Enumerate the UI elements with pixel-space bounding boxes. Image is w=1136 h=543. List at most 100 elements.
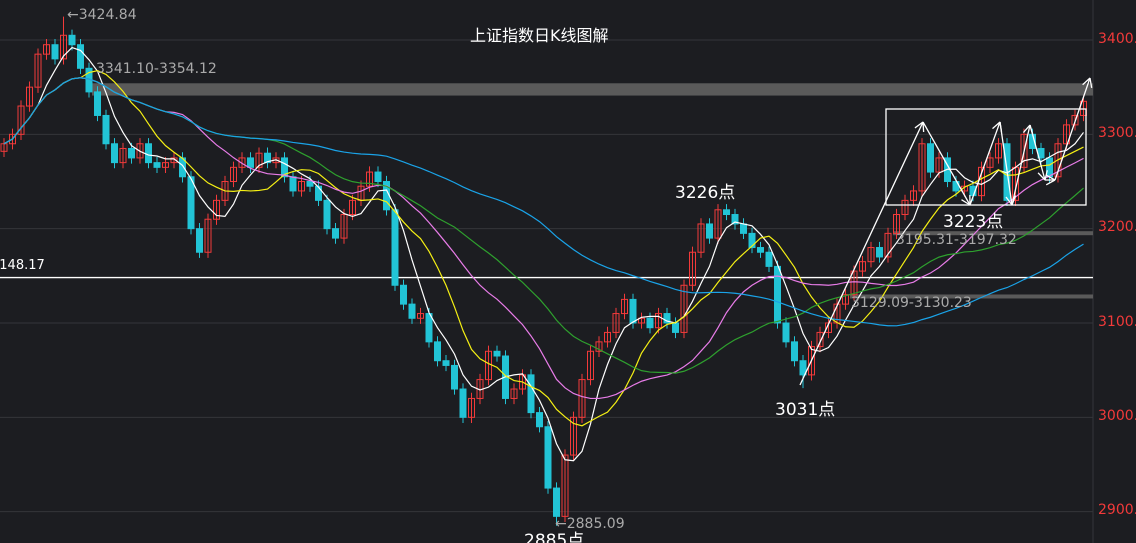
- y-tick: 3300.00: [1098, 125, 1136, 141]
- candle-down: [77, 44, 84, 69]
- arrowhead-icon: [1022, 124, 1031, 133]
- arrowhead-icon: [1045, 174, 1056, 181]
- candle-down: [408, 303, 416, 319]
- candle-up: [9, 133, 16, 145]
- candle-up: [935, 157, 943, 173]
- candle-down: [527, 374, 535, 414]
- candle-up: [561, 454, 569, 517]
- low-label: ←2885.09: [555, 516, 625, 532]
- candle-up: [587, 350, 594, 381]
- candle-up: [570, 416, 577, 456]
- candle-up: [655, 313, 662, 329]
- candle-down: [459, 388, 467, 418]
- candle-down: [102, 114, 110, 145]
- candle-down: [289, 176, 297, 192]
- band-label: 3341.10-3354.12: [96, 61, 217, 77]
- candle-up: [697, 223, 705, 253]
- candle-up: [918, 143, 926, 192]
- candle-down: [111, 143, 118, 164]
- candle-down: [434, 341, 441, 362]
- consolidation-box: [885, 108, 1087, 206]
- candle-up: [26, 86, 33, 107]
- candle-down: [663, 313, 671, 324]
- ma5-line: [3, 46, 1084, 462]
- candle-down: [799, 360, 807, 376]
- candle-up: [119, 147, 127, 164]
- candle-up: [366, 171, 373, 187]
- candle-down: [629, 298, 637, 324]
- candle-down: [400, 284, 407, 305]
- trend-arrow-line: [922, 121, 971, 206]
- y-tick: 3100.00: [1098, 314, 1136, 330]
- band-label: 3195.31-3197.32: [896, 232, 1017, 248]
- candle-up: [612, 313, 620, 333]
- chart-title: 上证指数日K线图解: [470, 26, 609, 45]
- candle-up: [859, 261, 866, 272]
- candle-down: [646, 317, 654, 329]
- point-label: 3031点: [775, 400, 836, 420]
- candle-up: [842, 294, 849, 305]
- candle-up: [60, 34, 67, 60]
- arrowhead-icon: [1044, 170, 1048, 181]
- candle-down: [1046, 157, 1053, 178]
- candle-up: [1054, 143, 1062, 178]
- candle-up: [255, 152, 263, 168]
- price-band: [893, 231, 1093, 236]
- candle-down: [425, 313, 433, 343]
- trend-arrow-line: [1029, 124, 1046, 181]
- candle-up: [714, 209, 722, 239]
- candle-down: [791, 341, 798, 362]
- point-label: 3226点: [675, 183, 736, 203]
- arrowhead-icon: [1082, 77, 1091, 86]
- candle-down: [723, 209, 730, 216]
- candle-down: [374, 171, 382, 182]
- candle-up: [578, 379, 586, 418]
- candle-up: [468, 397, 475, 418]
- candle-up: [43, 44, 50, 55]
- arrowhead-icon: [922, 121, 925, 133]
- candle-down: [672, 322, 679, 333]
- candle-down: [323, 199, 331, 230]
- arrowhead-icon: [1037, 172, 1046, 181]
- candle-up: [808, 346, 815, 376]
- candle-down: [247, 157, 254, 168]
- ma60-line: [3, 77, 1084, 327]
- candle-up: [689, 251, 696, 286]
- candle-down: [128, 147, 135, 159]
- candle-up: [884, 232, 892, 258]
- candle-down: [748, 232, 756, 249]
- candle-down: [706, 223, 713, 239]
- y-tick: 3000.00: [1098, 408, 1136, 424]
- candle-down: [315, 185, 322, 201]
- candle-up: [162, 162, 169, 168]
- candle-up: [230, 166, 237, 182]
- arrowhead-icon: [1089, 77, 1093, 88]
- candle-up: [961, 185, 968, 192]
- candle-down: [281, 157, 288, 178]
- candle-up: [213, 199, 220, 220]
- candle-down: [740, 223, 747, 234]
- candle-up: [595, 341, 603, 352]
- candle-up: [34, 53, 42, 88]
- candle-up: [910, 190, 917, 201]
- ma10-line: [3, 70, 1084, 427]
- candle-down: [306, 180, 314, 187]
- candle-up: [893, 214, 900, 234]
- candle-up: [1071, 114, 1079, 126]
- candle-up: [170, 157, 178, 164]
- y-tick: 3400.00: [1098, 31, 1136, 47]
- candle-up: [510, 388, 518, 399]
- candle-down: [927, 143, 934, 173]
- candle-up: [621, 298, 628, 315]
- candle-down: [782, 322, 790, 343]
- candle-down: [187, 176, 195, 230]
- candle-up: [1020, 133, 1028, 168]
- trend-arrow-line: [999, 121, 1013, 206]
- candle-down: [536, 412, 543, 428]
- candle-down: [876, 247, 883, 258]
- candle-up: [349, 199, 356, 216]
- point-label: 2885点: [524, 531, 585, 543]
- candle-down: [731, 214, 739, 225]
